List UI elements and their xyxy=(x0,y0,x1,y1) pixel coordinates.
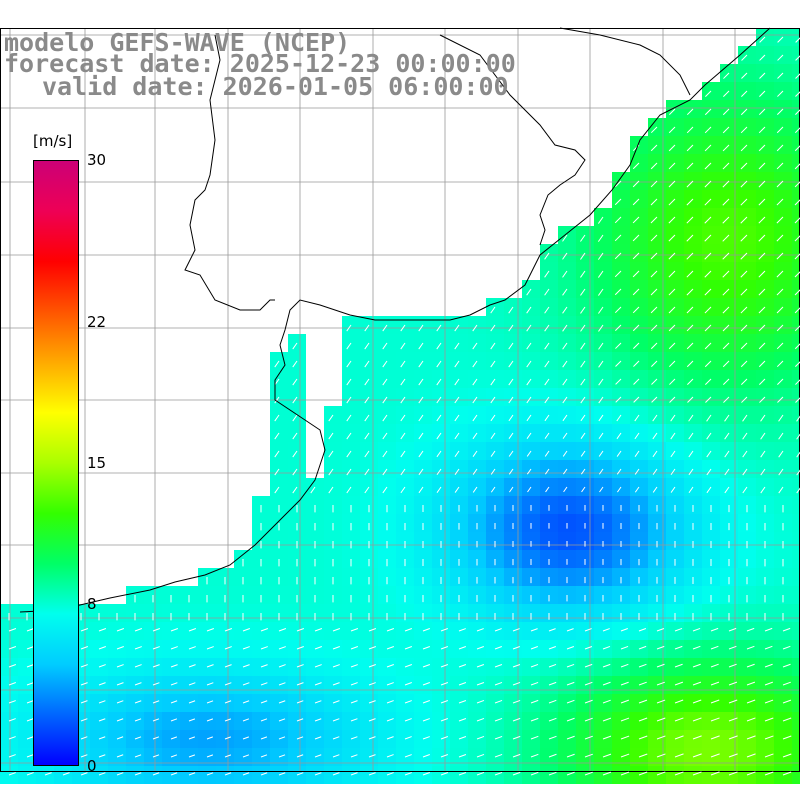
model-title: modelo GEFS-WAVE (NCEP) xyxy=(4,28,351,57)
country-border xyxy=(559,27,691,96)
colorbar-tick-label: 0 xyxy=(87,757,97,775)
coastline xyxy=(19,27,771,613)
colorbar-unit-label: [m/s] xyxy=(33,132,73,150)
lat-lon-grid xyxy=(0,28,800,772)
country-border xyxy=(184,34,275,311)
country-border xyxy=(439,34,586,246)
colorbar-tick-label: 15 xyxy=(87,454,107,472)
valid-date-title: valid date: 2026-01-05 06:00:00 xyxy=(42,72,509,101)
forecast-date-title: forecast date: 2025-12-23 00:00:00 xyxy=(4,49,516,78)
ocean-wind-field xyxy=(0,28,800,784)
colorbar xyxy=(33,160,79,766)
colorbar-tick-label: 22 xyxy=(87,312,107,331)
colorbar-tick-label: 30 xyxy=(87,151,107,169)
colorbar-tick-label: 8 xyxy=(87,595,97,614)
